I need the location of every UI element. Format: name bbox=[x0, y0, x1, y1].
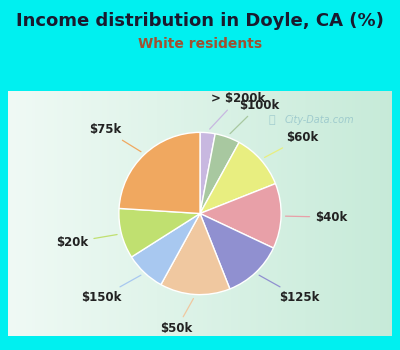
Wedge shape bbox=[119, 132, 200, 214]
Text: $40k: $40k bbox=[286, 211, 348, 224]
Wedge shape bbox=[161, 214, 230, 295]
Text: White residents: White residents bbox=[138, 37, 262, 51]
Text: $20k: $20k bbox=[56, 234, 117, 248]
Wedge shape bbox=[200, 214, 274, 289]
Text: $150k: $150k bbox=[81, 275, 141, 304]
Wedge shape bbox=[200, 134, 239, 214]
Wedge shape bbox=[132, 214, 200, 285]
Text: $100k: $100k bbox=[230, 99, 279, 134]
Text: $60k: $60k bbox=[264, 131, 319, 158]
Text: City-Data.com: City-Data.com bbox=[284, 116, 354, 125]
Text: $125k: $125k bbox=[259, 275, 319, 304]
Wedge shape bbox=[119, 208, 200, 257]
Wedge shape bbox=[200, 142, 276, 214]
Wedge shape bbox=[200, 184, 281, 248]
Text: > $200k: > $200k bbox=[210, 92, 265, 129]
Text: Income distribution in Doyle, CA (%): Income distribution in Doyle, CA (%) bbox=[16, 12, 384, 30]
Wedge shape bbox=[200, 132, 215, 214]
Text: $50k: $50k bbox=[160, 299, 194, 335]
Text: ⓘ: ⓘ bbox=[269, 116, 279, 125]
Text: $75k: $75k bbox=[89, 123, 141, 152]
